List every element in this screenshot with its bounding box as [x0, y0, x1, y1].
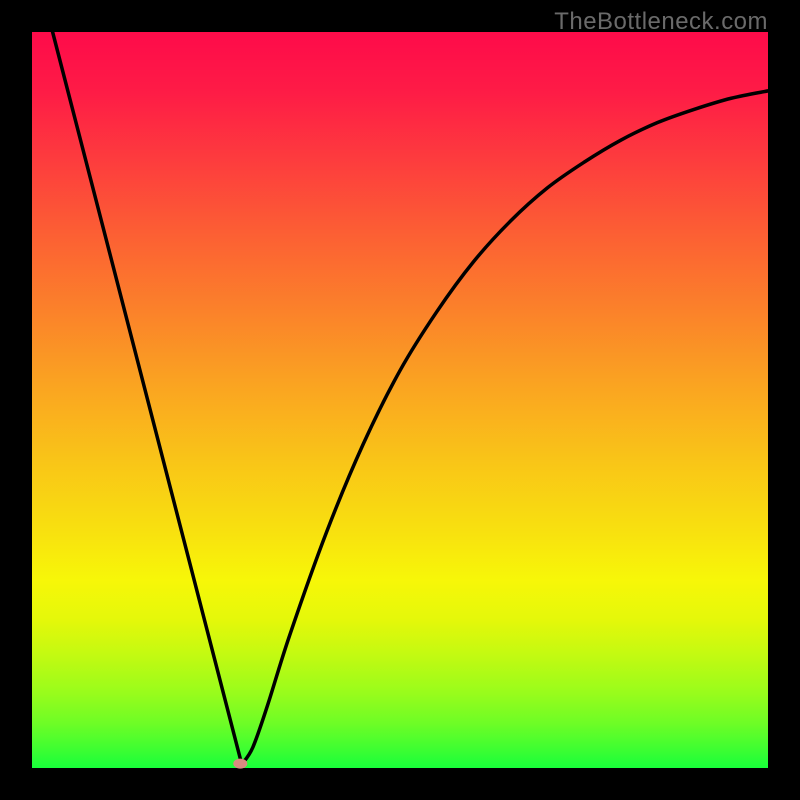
bottleneck-curve: [53, 32, 768, 764]
watermark-text: TheBottleneck.com: [554, 8, 768, 36]
valley-marker: [233, 759, 247, 769]
curve-layer: [32, 32, 768, 768]
plot-area: [32, 32, 768, 768]
chart-container: TheBottleneck.com: [0, 0, 800, 800]
